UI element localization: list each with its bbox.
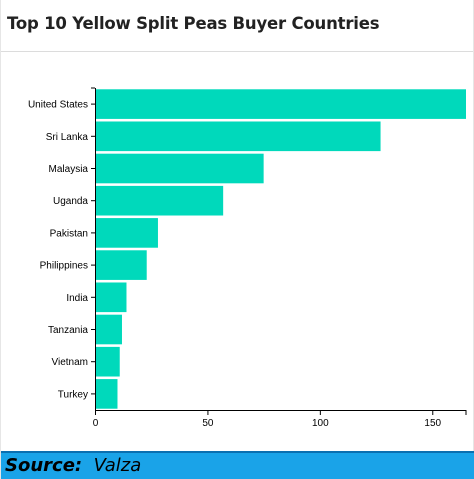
bars-group — [95, 89, 466, 409]
title-divider — [1, 51, 473, 52]
bar — [95, 121, 381, 152]
y-tick-label: Uganda — [53, 196, 88, 207]
y-tick-label: Sri Lanka — [46, 132, 89, 143]
y-tick-labels: United States Sri Lanka Malaysia Uganda Paki… — [28, 100, 88, 401]
bar — [95, 379, 118, 409]
bar — [95, 185, 224, 216]
x-tick-label: 50 — [202, 418, 214, 429]
bar — [95, 153, 264, 184]
y-tick-label: Philippines — [40, 261, 88, 272]
x-tick-label: 100 — [312, 418, 329, 429]
bar — [95, 250, 147, 280]
y-tick-label: Vietnam — [51, 357, 88, 368]
bar — [95, 89, 466, 119]
bar-chart: United States Sri Lanka Malaysia Uganda Paki… — [28, 87, 467, 429]
y-tick-label: Turkey — [58, 389, 88, 400]
chart-title: Top 10 Yellow Split Peas Buyer Countries — [7, 14, 380, 33]
bar — [95, 346, 120, 377]
source-footer: Source: Valza — [1, 451, 474, 479]
bar — [95, 282, 127, 313]
y-axis — [91, 87, 96, 410]
y-tick-label: Malaysia — [49, 164, 89, 175]
bar — [95, 314, 122, 345]
y-tick-label: India — [66, 293, 88, 304]
x-tick-label: 0 — [93, 418, 99, 429]
y-tick-label: United States — [28, 100, 88, 111]
bar — [95, 218, 158, 248]
x-axis: 0 50 100 150 — [93, 410, 467, 429]
source-label: Source: — [5, 455, 83, 476]
x-tick-label: 150 — [424, 418, 441, 429]
y-tick-label: Tanzania — [48, 325, 88, 336]
source-value: Valza — [93, 455, 142, 476]
y-tick-label: Pakistan — [50, 228, 88, 239]
